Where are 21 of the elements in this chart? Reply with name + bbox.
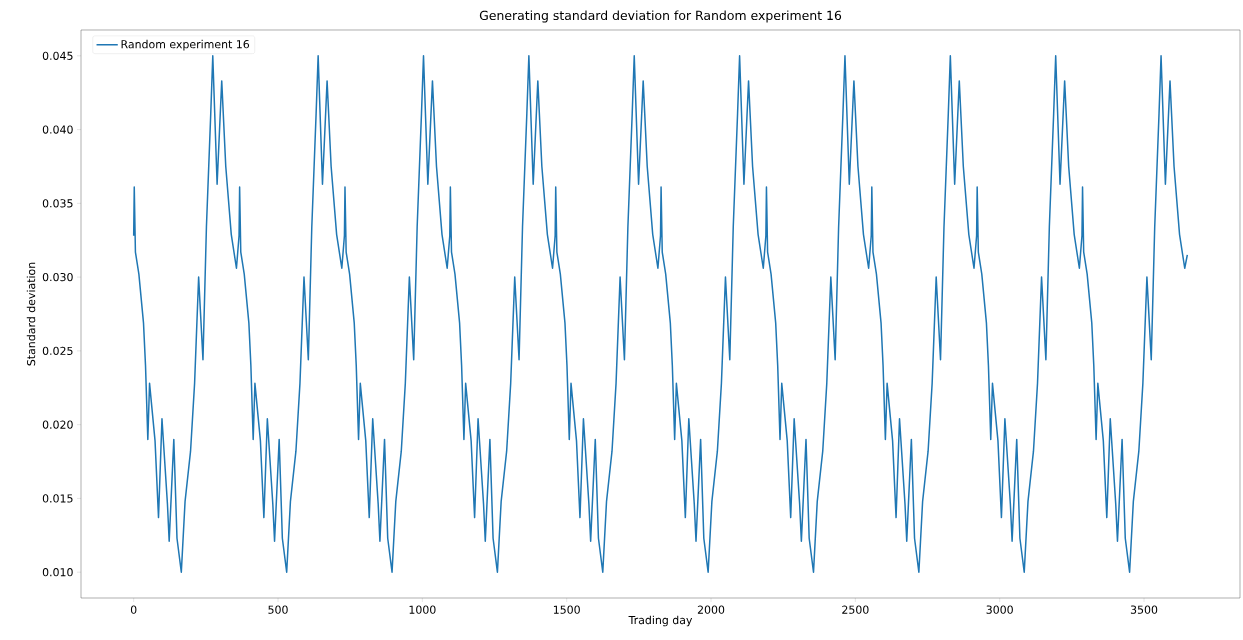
y-tick-label: 0.015 <box>42 494 73 503</box>
y-tick-label: 0.045 <box>42 51 73 60</box>
x-tick-label: 1500 <box>553 605 580 614</box>
y-tick-label: 0.040 <box>42 125 73 134</box>
y-tick-label: 0.010 <box>42 568 73 577</box>
x-tick-label: 2500 <box>842 605 869 614</box>
y-tick-label: 0.030 <box>42 272 73 282</box>
y-axis-title: Standard deviation <box>26 262 36 366</box>
x-tick-label: 3500 <box>1130 605 1158 614</box>
y-tick-label: 0.020 <box>42 420 73 429</box>
legend-label: Random experiment 16 <box>121 39 250 51</box>
x-tick-label: 2000 <box>697 605 725 614</box>
y-tick-label: 0.025 <box>42 346 73 356</box>
x-tick-label: 0 <box>130 605 137 614</box>
line-series <box>132 55 1189 573</box>
x-tick-label: 500 <box>268 605 288 614</box>
chart-title: Generating standard deviation for Random experiment 16 <box>479 10 842 23</box>
x-tick-label: 3000 <box>986 605 1013 614</box>
x-tick-label: 1000 <box>409 605 436 614</box>
y-tick-label: 0.035 <box>42 199 73 208</box>
x-axis-title: Trading day <box>628 615 693 627</box>
